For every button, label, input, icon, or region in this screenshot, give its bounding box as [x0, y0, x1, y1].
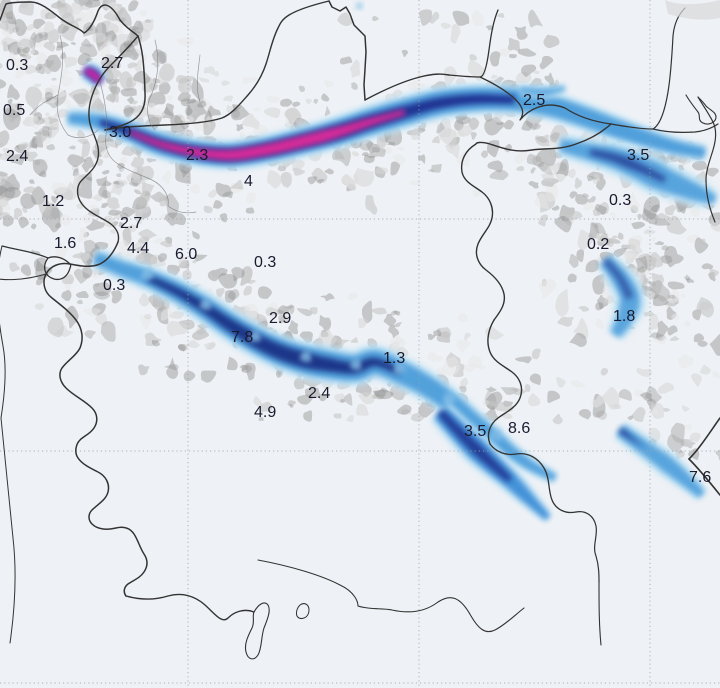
svg-text:3.5: 3.5 [464, 423, 486, 440]
svg-text:8.6: 8.6 [508, 420, 530, 437]
svg-text:6.0: 6.0 [175, 246, 197, 263]
svg-text:2.4: 2.4 [308, 385, 330, 402]
svg-text:1.6: 1.6 [54, 235, 76, 252]
svg-text:2.9: 2.9 [269, 310, 291, 327]
svg-text:1.8: 1.8 [613, 308, 635, 325]
svg-text:7.6: 7.6 [689, 469, 711, 486]
svg-text:4.9: 4.9 [254, 404, 276, 421]
svg-text:3.0: 3.0 [109, 124, 131, 141]
svg-text:0.3: 0.3 [609, 192, 631, 209]
svg-text:1.3: 1.3 [383, 350, 405, 367]
svg-text:0.3: 0.3 [6, 57, 28, 74]
svg-text:4: 4 [244, 173, 253, 190]
svg-text:2.3: 2.3 [186, 147, 208, 164]
svg-text:0.5: 0.5 [3, 102, 25, 119]
svg-text:7.8: 7.8 [231, 329, 253, 346]
svg-text:2.7: 2.7 [101, 55, 123, 72]
svg-text:2.4: 2.4 [6, 148, 28, 165]
svg-text:1.2: 1.2 [42, 193, 64, 210]
svg-text:0.3: 0.3 [254, 254, 276, 271]
svg-text:2.7: 2.7 [120, 215, 142, 232]
svg-text:2.5: 2.5 [523, 92, 545, 109]
svg-text:4.4: 4.4 [127, 240, 149, 257]
svg-text:0.3: 0.3 [103, 277, 125, 294]
svg-text:3.5: 3.5 [627, 147, 649, 164]
svg-text:0.2: 0.2 [587, 236, 609, 253]
